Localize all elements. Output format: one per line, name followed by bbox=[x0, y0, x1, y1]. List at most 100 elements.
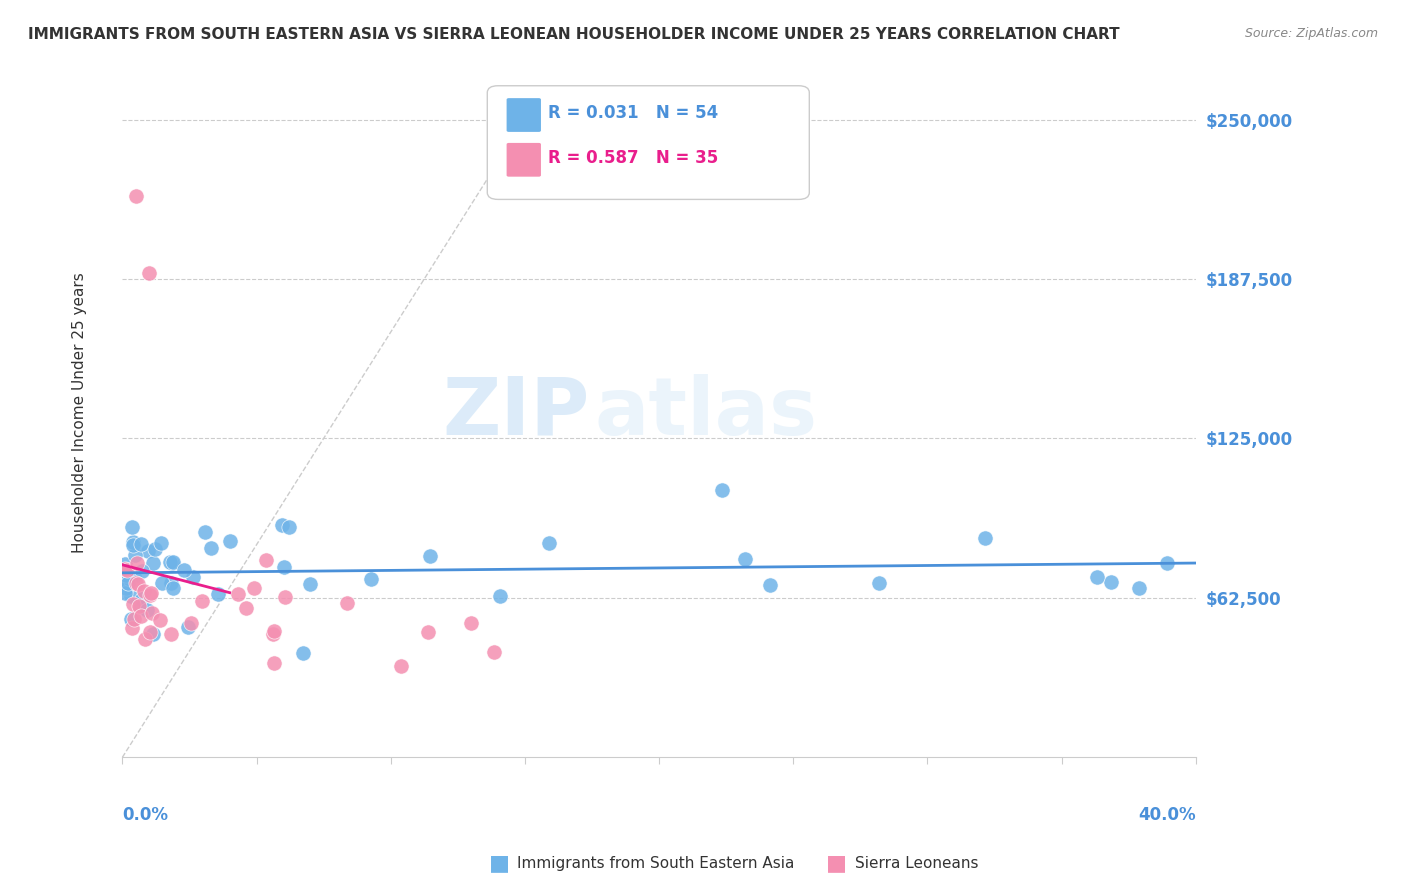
Point bbox=[292, 646, 315, 660]
Point bbox=[121, 621, 143, 635]
Point bbox=[139, 585, 162, 599]
Point bbox=[120, 589, 142, 603]
Point bbox=[160, 627, 183, 641]
Point bbox=[142, 627, 165, 641]
Point bbox=[190, 594, 212, 608]
Point bbox=[114, 581, 136, 595]
Point bbox=[125, 189, 148, 203]
Point bbox=[460, 615, 482, 630]
Text: Immigrants from South Eastern Asia: Immigrants from South Eastern Asia bbox=[517, 856, 794, 871]
Point bbox=[759, 578, 782, 592]
Point bbox=[538, 535, 561, 549]
Point bbox=[134, 632, 156, 646]
Point bbox=[177, 620, 200, 634]
Point bbox=[263, 624, 285, 639]
Point bbox=[132, 583, 155, 598]
Point bbox=[1085, 569, 1108, 583]
Point bbox=[973, 531, 995, 545]
Point bbox=[734, 552, 756, 566]
Point bbox=[149, 613, 172, 627]
Point bbox=[131, 592, 153, 607]
Point bbox=[117, 575, 139, 590]
Point bbox=[120, 572, 142, 586]
Point bbox=[125, 575, 148, 590]
Point bbox=[122, 611, 145, 625]
Point bbox=[360, 572, 382, 586]
Point bbox=[235, 601, 257, 615]
Point bbox=[127, 577, 149, 591]
Point bbox=[114, 562, 136, 576]
Point bbox=[299, 577, 322, 591]
Text: ZIP: ZIP bbox=[441, 374, 589, 452]
Point bbox=[273, 560, 295, 574]
Point bbox=[129, 600, 152, 615]
Point bbox=[868, 576, 890, 591]
Point bbox=[419, 549, 441, 563]
Point bbox=[135, 603, 157, 617]
Point bbox=[181, 570, 204, 584]
Point bbox=[125, 556, 148, 570]
FancyBboxPatch shape bbox=[506, 143, 541, 177]
Point bbox=[139, 588, 162, 602]
Point bbox=[710, 483, 733, 497]
Point bbox=[150, 535, 173, 549]
Text: Sierra Leoneans: Sierra Leoneans bbox=[855, 856, 979, 871]
Point bbox=[141, 606, 163, 620]
Point bbox=[162, 555, 184, 569]
Text: Householder Income Under 25 years: Householder Income Under 25 years bbox=[72, 273, 87, 553]
Point bbox=[120, 612, 142, 626]
Point bbox=[142, 557, 165, 571]
Text: ■: ■ bbox=[827, 854, 846, 873]
Point bbox=[122, 538, 145, 552]
Point bbox=[124, 548, 146, 562]
Point bbox=[129, 609, 152, 624]
Point bbox=[138, 266, 160, 280]
Point bbox=[115, 567, 138, 582]
Point bbox=[122, 535, 145, 549]
Point bbox=[114, 557, 136, 571]
Text: IMMIGRANTS FROM SOUTH EASTERN ASIA VS SIERRA LEONEAN HOUSEHOLDER INCOME UNDER 25: IMMIGRANTS FROM SOUTH EASTERN ASIA VS SI… bbox=[28, 27, 1119, 42]
Text: R = 0.031   N = 54: R = 0.031 N = 54 bbox=[548, 104, 718, 122]
Point bbox=[160, 556, 183, 570]
Point bbox=[136, 544, 159, 558]
Point bbox=[139, 624, 162, 639]
Point bbox=[114, 586, 136, 600]
Point bbox=[1099, 575, 1122, 590]
Point bbox=[254, 553, 277, 567]
Point bbox=[263, 656, 285, 670]
Point bbox=[131, 564, 153, 578]
Point bbox=[389, 659, 412, 673]
Point bbox=[159, 555, 181, 569]
Text: ■: ■ bbox=[489, 854, 509, 873]
Point bbox=[277, 520, 299, 534]
Point bbox=[128, 599, 150, 614]
Point bbox=[162, 581, 184, 595]
Point bbox=[1156, 556, 1178, 570]
Point bbox=[219, 533, 242, 548]
Point bbox=[226, 587, 249, 601]
FancyBboxPatch shape bbox=[506, 98, 541, 132]
FancyBboxPatch shape bbox=[488, 86, 810, 200]
Point bbox=[150, 575, 173, 590]
Point bbox=[482, 644, 505, 658]
Point bbox=[121, 519, 143, 533]
Point bbox=[336, 596, 359, 610]
Point bbox=[1128, 581, 1150, 595]
Text: Source: ZipAtlas.com: Source: ZipAtlas.com bbox=[1244, 27, 1378, 40]
Point bbox=[173, 564, 195, 578]
Point bbox=[271, 517, 294, 532]
Point bbox=[124, 569, 146, 583]
Point bbox=[121, 597, 143, 611]
Point bbox=[243, 582, 266, 596]
Point bbox=[194, 524, 217, 539]
Text: R = 0.587   N = 35: R = 0.587 N = 35 bbox=[548, 149, 718, 167]
Point bbox=[262, 627, 284, 641]
Point bbox=[200, 541, 222, 555]
Point bbox=[207, 587, 229, 601]
Text: atlas: atlas bbox=[595, 374, 818, 452]
Point bbox=[117, 562, 139, 576]
Point bbox=[129, 537, 152, 551]
Point bbox=[274, 590, 297, 604]
Point bbox=[180, 616, 202, 631]
Point bbox=[416, 625, 439, 640]
